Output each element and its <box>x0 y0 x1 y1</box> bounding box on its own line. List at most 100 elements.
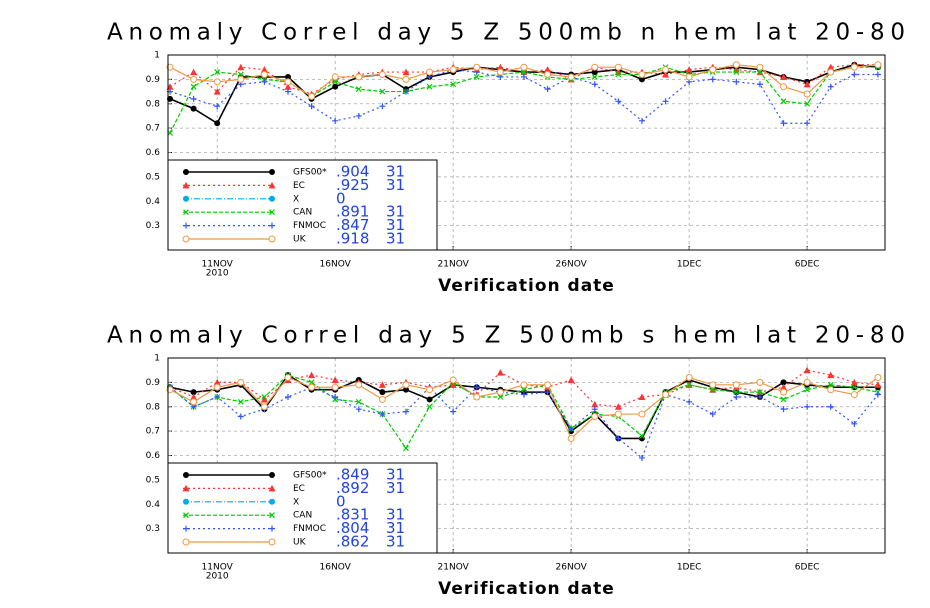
data-point <box>732 381 740 389</box>
data-point <box>355 86 362 93</box>
data-point <box>378 381 386 388</box>
x-tick-label: 21NOV <box>438 563 470 573</box>
data-point <box>190 68 198 76</box>
legend-count: 31 <box>386 230 405 248</box>
x-tick-label: 1DEC <box>677 563 702 573</box>
legend-score: .904 <box>336 163 369 181</box>
legend-marker <box>268 181 276 189</box>
data-point <box>850 391 858 399</box>
y-tick-label: 0.8 <box>146 99 161 109</box>
data-point <box>166 386 174 394</box>
data-point <box>473 393 481 401</box>
legend-box <box>167 462 438 554</box>
data-point <box>851 384 858 391</box>
data-point <box>355 398 362 405</box>
legend-marker <box>183 169 189 175</box>
data-point <box>662 66 670 74</box>
data-point <box>638 71 646 78</box>
data-point <box>851 420 858 427</box>
data-point <box>615 98 622 105</box>
data-point <box>308 379 315 386</box>
data-point <box>638 393 646 400</box>
legend-marker <box>269 195 275 202</box>
data-point <box>615 71 622 78</box>
data-point <box>780 406 787 413</box>
data-point <box>567 434 575 442</box>
data-point <box>355 73 363 81</box>
data-point <box>804 100 811 107</box>
data-point <box>709 66 717 74</box>
data-point <box>709 411 716 418</box>
data-point <box>804 403 811 410</box>
legend-label: X <box>293 497 299 507</box>
data-point <box>757 69 763 75</box>
legend-marker <box>269 209 275 216</box>
legend-score: .847 <box>336 216 369 234</box>
chart-title: Anomaly Correl day 5 Z 500mb s hem lat 2… <box>107 323 905 349</box>
data-point <box>332 78 339 85</box>
legend-score: .892 <box>336 479 369 497</box>
x-tick-label: 6DEC <box>795 563 820 573</box>
x-axis-label: Verification date <box>438 276 615 296</box>
y-tick-label: 0.5 <box>146 172 160 182</box>
x-axis-label: Verification date <box>438 579 615 599</box>
data-point <box>780 98 787 105</box>
data-point <box>685 66 693 73</box>
data-point <box>827 68 835 76</box>
data-point <box>379 103 386 110</box>
legend-box <box>167 159 438 251</box>
data-point <box>874 381 882 388</box>
data-point <box>780 120 787 127</box>
data-point <box>686 398 693 405</box>
data-point <box>284 78 292 86</box>
data-point <box>426 68 434 76</box>
data-point <box>803 366 811 374</box>
data-point <box>827 381 834 388</box>
data-point <box>544 71 552 78</box>
data-point <box>214 394 221 400</box>
y-tick-label: 0.8 <box>146 402 161 412</box>
data-point <box>260 71 268 78</box>
data-point <box>402 75 410 83</box>
data-point <box>591 74 598 80</box>
legend-marker <box>269 222 275 229</box>
y-tick-label: 1 <box>154 354 160 364</box>
data-point <box>355 381 363 389</box>
legend-count: 31 <box>386 533 405 551</box>
data-point <box>403 445 409 452</box>
data-point <box>378 71 386 78</box>
data-point <box>331 376 339 383</box>
legend-label: GFS00* <box>293 471 327 481</box>
data-point <box>260 403 268 411</box>
data-point <box>756 378 764 386</box>
data-point <box>567 73 575 81</box>
data-point <box>591 63 599 71</box>
data-point <box>190 95 197 102</box>
data-point <box>449 66 457 74</box>
legend-marker <box>182 181 190 189</box>
data-point <box>261 78 268 85</box>
data-point <box>733 394 740 400</box>
legend-label: CAN <box>293 511 312 521</box>
data-point <box>496 388 504 396</box>
data-point <box>615 435 622 442</box>
legend-label: X <box>293 194 299 204</box>
legend-score: 0 <box>336 189 346 207</box>
data-point <box>190 75 198 83</box>
data-point <box>166 63 174 71</box>
data-point <box>874 71 881 78</box>
data-point <box>450 408 457 415</box>
data-point <box>426 386 434 394</box>
data-point <box>213 378 221 386</box>
data-point <box>804 120 811 127</box>
chart-title: Anomaly Correl day 5 Z 500mb n hem lat 2… <box>107 20 905 46</box>
legend-label: GFS00* <box>293 168 327 178</box>
legend-marker <box>269 512 275 519</box>
data-point <box>237 398 244 405</box>
data-point <box>544 66 552 73</box>
data-point <box>591 69 598 76</box>
y-tick-label: 0.6 <box>146 148 161 158</box>
data-point <box>402 408 409 415</box>
data-point <box>757 389 763 396</box>
data-point <box>520 73 527 80</box>
